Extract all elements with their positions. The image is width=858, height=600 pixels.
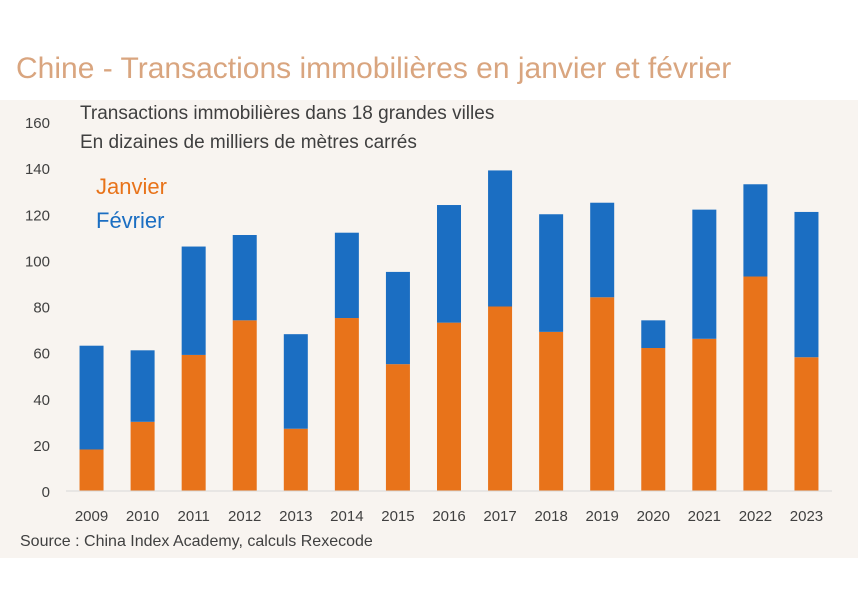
bar-fevrier: [437, 205, 461, 323]
y-tick-label: 20: [33, 438, 50, 455]
x-tick-label: 2022: [739, 508, 772, 525]
bar-janvier: [437, 322, 461, 491]
x-tick-label: 2011: [178, 508, 210, 525]
bar-fevrier: [130, 350, 155, 422]
x-tick-label: 2015: [381, 508, 414, 525]
chart-subtitle-line-1: Transactions immobilières dans 18 grande…: [80, 103, 495, 124]
bar-janvier: [385, 364, 410, 491]
bar-janvier: [539, 331, 564, 491]
bar-janvier: [130, 421, 155, 491]
x-tick-label: 2018: [534, 508, 567, 525]
x-tick-label: 2019: [586, 508, 619, 525]
y-tick-label: 100: [25, 253, 50, 270]
page-title: Chine - Transactions immobilières en jan…: [16, 52, 732, 85]
y-tick-label: 60: [33, 346, 50, 363]
x-tick-label: 2014: [330, 508, 363, 525]
x-tick-label: 2023: [790, 508, 823, 525]
x-tick-label: 2021: [688, 508, 721, 525]
bar-fevrier: [590, 202, 615, 298]
bar-janvier: [641, 348, 666, 491]
bar-janvier: [488, 306, 513, 491]
bar-fevrier: [488, 170, 513, 307]
bar-janvier: [692, 338, 717, 491]
bar-janvier: [283, 428, 308, 491]
y-tick-label: 0: [42, 484, 50, 501]
bar-fevrier: [334, 232, 359, 319]
bar-fevrier: [181, 246, 206, 355]
bar-fevrier: [692, 209, 717, 339]
y-tick-label: 80: [33, 300, 50, 317]
x-tick-label: 2013: [279, 508, 312, 525]
x-tick-label: 2009: [75, 508, 108, 525]
bar-janvier: [743, 276, 768, 491]
bar-janvier: [232, 320, 257, 491]
legend-janvier: Janvier: [96, 174, 167, 199]
bar-janvier: [794, 357, 819, 491]
bar-fevrier: [641, 320, 666, 349]
bar-fevrier: [539, 214, 564, 332]
bar-janvier: [334, 318, 359, 491]
bar-janvier: [590, 297, 615, 491]
chart-subtitle-line-2: En dizaines de milliers de mètres carrés: [80, 132, 417, 153]
chart-panel: 0 20 40 60 80 100 120 140 160 2009 2010 2011 2012 201…: [0, 100, 858, 558]
bar-fevrier: [385, 271, 410, 365]
legend-fevrier: Février: [96, 208, 165, 233]
x-tick-label: 2020: [637, 508, 670, 525]
bar-janvier: [181, 354, 206, 491]
y-tick-label: 40: [33, 392, 50, 409]
bar-fevrier: [232, 235, 257, 321]
y-tick-label: 160: [25, 115, 50, 132]
stacked-bar-chart: 0 20 40 60 80 100 120 140 160 2009 2010 2011 2012 201…: [25, 115, 832, 525]
x-tick-label: 2016: [432, 508, 465, 525]
x-tick-label: 2012: [228, 508, 261, 525]
y-tick-label: 120: [25, 207, 50, 224]
bar-fevrier: [283, 334, 308, 429]
x-tick-label: 2010: [126, 508, 159, 525]
source-note: Source : China Index Academy, calculs Re…: [20, 533, 373, 550]
bar-janvier: [79, 449, 104, 491]
bar-fevrier: [743, 184, 768, 277]
bar-fevrier: [79, 345, 104, 450]
x-tick-label: 2017: [483, 508, 516, 525]
bar-fevrier: [794, 211, 819, 358]
y-tick-label: 140: [25, 161, 50, 178]
